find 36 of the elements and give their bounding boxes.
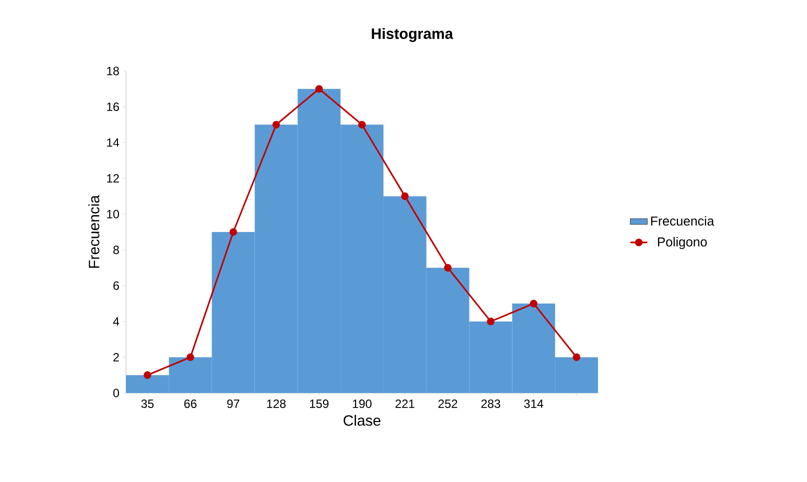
x-axis-title: Clase xyxy=(344,414,380,426)
y-tick-label: 2 xyxy=(113,353,119,362)
point xyxy=(272,120,280,128)
y-tick-label: 0 xyxy=(113,388,120,398)
chart-title: Histograma xyxy=(372,28,454,42)
y-tick-label: 12 xyxy=(107,174,119,183)
y-tick-label: 8 xyxy=(113,246,119,254)
point xyxy=(358,120,366,128)
point xyxy=(572,353,580,362)
x-tick-label: 97 xyxy=(227,400,240,408)
point xyxy=(315,85,323,93)
y-tick-label: 18 xyxy=(107,66,119,76)
point xyxy=(186,353,194,362)
x-tick-label: 66 xyxy=(184,400,196,408)
x-tick-label: 252 xyxy=(438,400,458,408)
legend-label: Poligono xyxy=(658,236,707,250)
x-tick-label: 283 xyxy=(481,400,500,408)
x-tick-label: 159 xyxy=(310,400,328,408)
point xyxy=(401,192,409,200)
x-tick-label: 221 xyxy=(396,400,414,408)
point xyxy=(444,264,452,272)
y-tick-label: 6 xyxy=(113,281,119,290)
y-axis-title: Frecuencia xyxy=(88,195,100,268)
x-tick-label: 35 xyxy=(141,400,154,408)
point xyxy=(530,300,538,308)
y-tick-label: 14 xyxy=(107,138,120,147)
x-tick-label: 128 xyxy=(267,400,286,408)
point xyxy=(144,371,152,379)
legend-label: Frecuencia xyxy=(651,216,714,226)
x-tick-label: 190 xyxy=(352,400,372,408)
y-tick-label: 4 xyxy=(113,317,120,326)
y-tick-label: 16 xyxy=(107,102,119,111)
point xyxy=(486,318,495,326)
point xyxy=(229,228,238,236)
x-tick-label: 314 xyxy=(524,400,544,408)
y-tick-label: 10 xyxy=(107,210,120,218)
